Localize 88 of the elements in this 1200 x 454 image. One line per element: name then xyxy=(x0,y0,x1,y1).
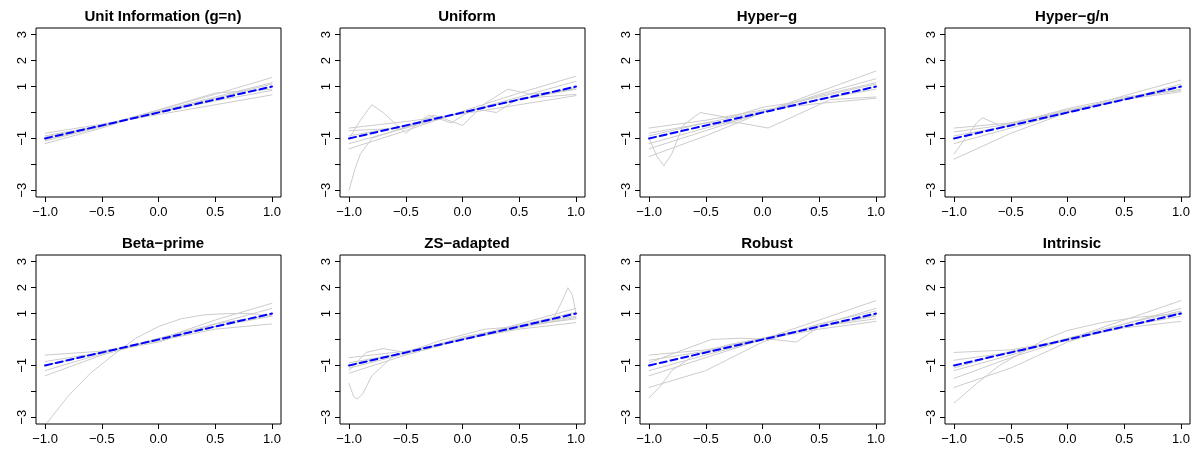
chart-title: Unit Information (g=n) xyxy=(84,7,242,24)
x-tick-label: 0.0 xyxy=(149,204,168,219)
x-tick-label: −0.5 xyxy=(88,204,115,219)
y-tick-label: 3 xyxy=(618,258,633,266)
y-tick-label: −1 xyxy=(923,358,938,373)
x-tick-label: 0.5 xyxy=(206,204,225,219)
y-tick-label: 3 xyxy=(318,31,333,39)
x-tick-label: −0.5 xyxy=(997,431,1024,446)
y-tick-label: −3 xyxy=(14,409,29,425)
chart-title: Hyper−g/n xyxy=(1035,7,1109,24)
y-tick-label: 3 xyxy=(318,258,333,266)
x-tick-label: 0.0 xyxy=(149,431,168,446)
y-tick-label: 2 xyxy=(318,57,333,65)
y-tick-label: 3 xyxy=(14,31,29,39)
x-tick-label: 0.5 xyxy=(510,431,529,446)
y-tick-label: 1 xyxy=(318,82,333,91)
y-tick-label: −1 xyxy=(318,131,333,146)
y-tick-label: −1 xyxy=(14,131,29,146)
y-tick-label: 1 xyxy=(923,309,938,318)
y-tick-label: −3 xyxy=(318,409,333,425)
x-tick-label: 0.0 xyxy=(753,431,772,446)
y-tick-label: 2 xyxy=(318,284,333,292)
y-tick-label: −3 xyxy=(923,182,938,198)
chart-title: Uniform xyxy=(438,7,496,24)
y-tick-label: 2 xyxy=(923,57,938,65)
x-tick-label: 1.0 xyxy=(1171,204,1190,219)
x-tick-label: 0.5 xyxy=(510,204,529,219)
x-tick-label: −1.0 xyxy=(636,431,662,446)
y-tick-label: 3 xyxy=(14,258,29,266)
y-tick-label: 1 xyxy=(318,309,333,318)
chart-title: Robust xyxy=(741,234,793,251)
y-tick-label: 2 xyxy=(923,284,938,292)
x-tick-label: −0.5 xyxy=(392,204,419,219)
y-tick-label: 3 xyxy=(618,31,633,39)
y-tick-label: −1 xyxy=(618,358,633,373)
x-tick-label: −1.0 xyxy=(32,204,58,219)
y-tick-label: −1 xyxy=(318,358,333,373)
y-tick-label: 1 xyxy=(618,309,633,318)
x-tick-label: −0.5 xyxy=(692,204,719,219)
chart-title: Beta−prime xyxy=(121,234,205,251)
chart-title: Intrinsic xyxy=(1042,234,1102,251)
y-tick-label: 3 xyxy=(923,31,938,39)
x-tick-label: 1.0 xyxy=(566,204,585,219)
y-tick-label: −3 xyxy=(618,409,633,425)
y-tick-label: −1 xyxy=(923,131,938,146)
y-tick-label: −3 xyxy=(923,409,938,425)
x-tick-label: 0.0 xyxy=(753,204,772,219)
y-tick-label: 2 xyxy=(618,57,633,65)
y-tick-label: 1 xyxy=(618,82,633,91)
y-tick-label: 2 xyxy=(14,284,29,292)
x-tick-label: −1.0 xyxy=(636,204,662,219)
x-tick-label: 1.0 xyxy=(262,204,281,219)
y-tick-label: −1 xyxy=(618,131,633,146)
x-tick-label: 1.0 xyxy=(866,431,885,446)
y-tick-label: 3 xyxy=(923,258,938,266)
y-tick-label: −1 xyxy=(14,358,29,373)
y-tick-label: 1 xyxy=(14,82,29,91)
x-tick-label: −0.5 xyxy=(997,204,1024,219)
x-tick-label: 1.0 xyxy=(262,431,281,446)
x-tick-label: 0.5 xyxy=(810,204,829,219)
x-tick-label: −1.0 xyxy=(941,431,967,446)
x-tick-label: 0.5 xyxy=(1115,204,1134,219)
x-tick-label: −1.0 xyxy=(941,204,967,219)
x-tick-label: 1.0 xyxy=(866,204,885,219)
x-tick-label: 0.5 xyxy=(1115,431,1134,446)
x-tick-label: 0.0 xyxy=(453,204,472,219)
y-tick-label: −3 xyxy=(318,182,333,198)
x-tick-label: −0.5 xyxy=(392,431,419,446)
y-tick-label: 1 xyxy=(14,309,29,318)
chart-title: Hyper−g xyxy=(736,7,798,24)
x-tick-label: 0.0 xyxy=(1058,431,1077,446)
chart-title: ZS−adapted xyxy=(424,234,510,251)
x-tick-label: −1.0 xyxy=(336,431,362,446)
y-tick-label: −3 xyxy=(618,182,633,198)
x-tick-label: 0.5 xyxy=(810,431,829,446)
y-tick-label: 2 xyxy=(14,57,29,65)
y-tick-label: 1 xyxy=(923,82,938,91)
x-tick-label: 0.0 xyxy=(453,431,472,446)
x-tick-label: −0.5 xyxy=(88,431,115,446)
x-tick-label: 1.0 xyxy=(1171,431,1190,446)
y-tick-label: −3 xyxy=(14,182,29,198)
x-tick-label: −1.0 xyxy=(336,204,362,219)
x-tick-label: 0.5 xyxy=(206,431,225,446)
x-tick-label: 0.0 xyxy=(1058,204,1077,219)
x-tick-label: −0.5 xyxy=(692,431,719,446)
x-tick-label: −1.0 xyxy=(32,431,58,446)
x-tick-label: 1.0 xyxy=(566,431,585,446)
y-tick-label: 2 xyxy=(618,284,633,292)
